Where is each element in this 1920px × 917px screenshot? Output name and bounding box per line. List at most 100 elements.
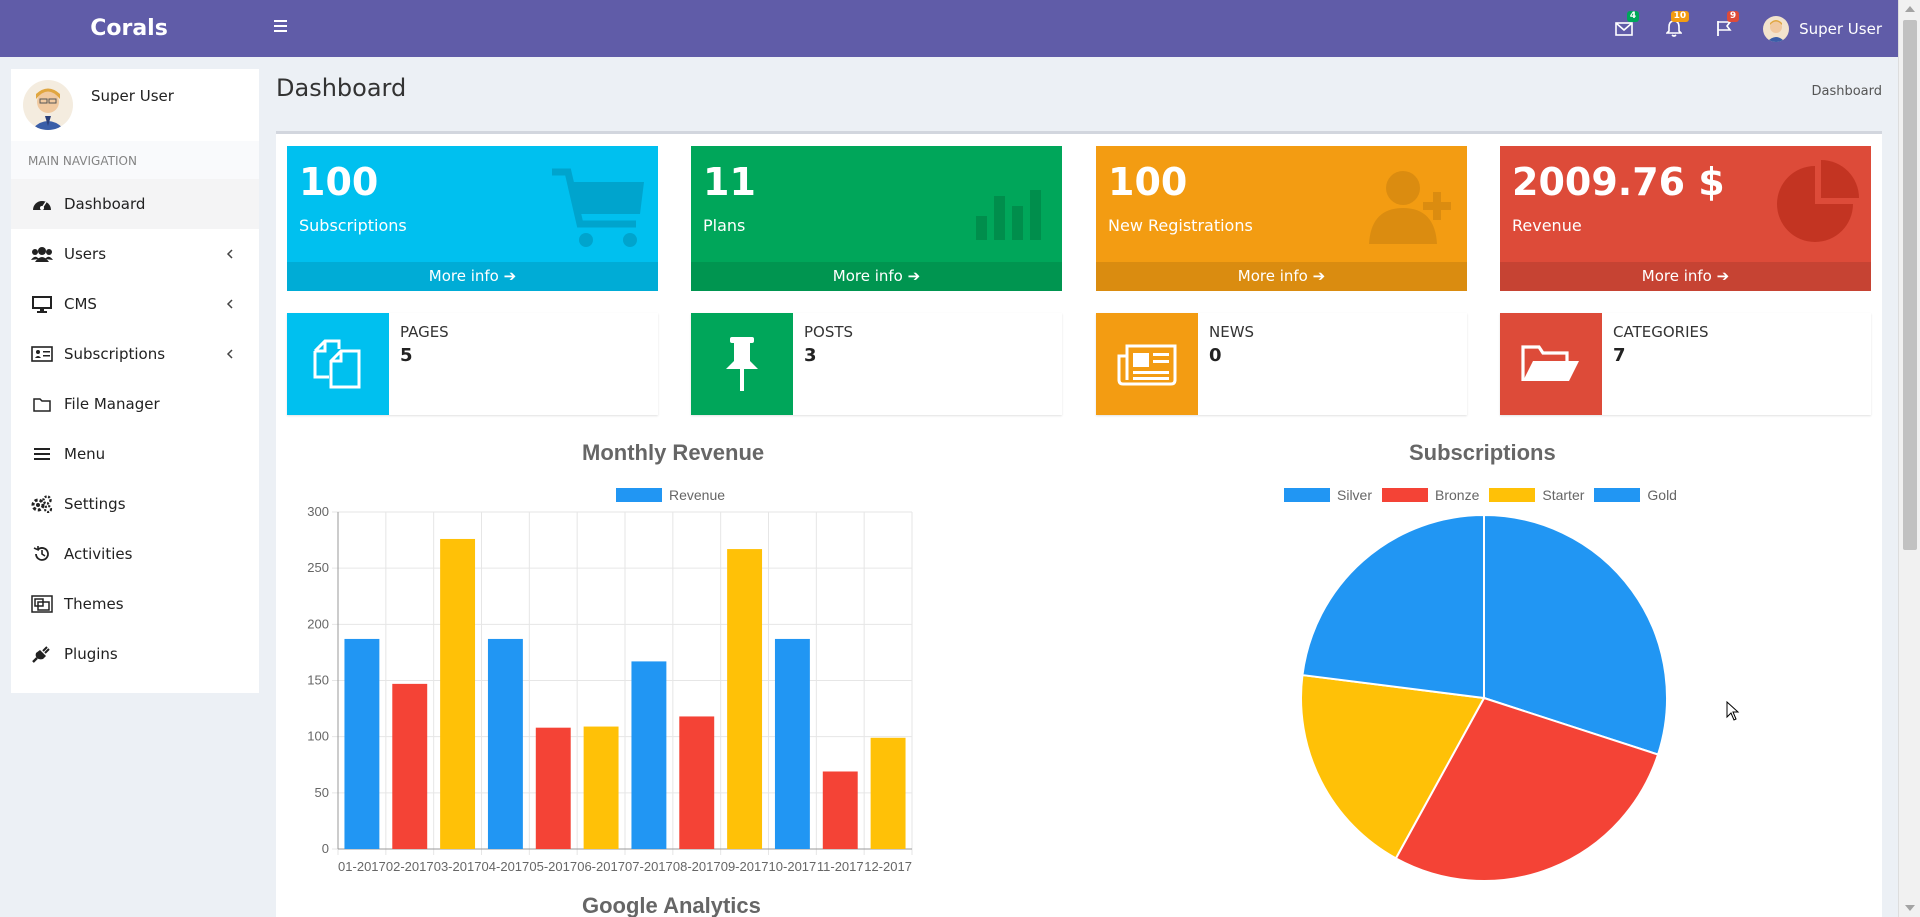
x-tick-label: 11-2017 xyxy=(817,859,864,874)
y-tick-label: 200 xyxy=(307,616,329,631)
legend-item[interactable]: Silver xyxy=(1284,487,1372,503)
newspaper-icon xyxy=(1096,313,1198,415)
sidebar-item-label: Users xyxy=(64,245,107,263)
header-user-name: Super User xyxy=(1799,19,1882,38)
sidebar-item-users[interactable]: Users xyxy=(11,229,259,279)
bar xyxy=(727,549,763,849)
legend-item[interactable]: Gold xyxy=(1594,487,1677,503)
legend-item[interactable]: Bronze xyxy=(1382,487,1479,503)
info-box-news: NEWS 0 xyxy=(1096,313,1467,415)
chart-title: Subscriptions xyxy=(1409,440,1556,465)
sidebar-item-activities[interactable]: Activities xyxy=(11,529,259,579)
x-tick-label: 07-2017 xyxy=(625,859,673,874)
bar xyxy=(583,726,619,849)
info-label: CATEGORIES xyxy=(1613,323,1709,341)
legend-label: Revenue xyxy=(669,487,726,503)
bar xyxy=(344,638,380,849)
stat-value: 100 xyxy=(1108,160,1188,204)
more-info-link[interactable]: More info ➔ xyxy=(1500,262,1871,291)
chevron-left-icon xyxy=(226,249,233,259)
stat-value: 11 xyxy=(703,160,756,204)
page-scrollbar[interactable] xyxy=(1898,0,1920,917)
id-card-icon xyxy=(31,344,53,364)
more-info-label: More info xyxy=(428,267,499,285)
notifications-button[interactable]: 10 xyxy=(1649,0,1699,57)
chart-legend[interactable]: Revenue xyxy=(616,487,735,503)
more-info-link[interactable]: More info ➔ xyxy=(287,262,658,291)
arrow-circle-right-icon: ➔ xyxy=(1716,267,1730,285)
bar xyxy=(487,638,523,849)
top-navbar: Corals 4 10 9 Super User xyxy=(0,0,1898,57)
x-tick-label: 01-2017 xyxy=(338,859,386,874)
sidebar-item-cms[interactable]: CMS xyxy=(11,279,259,329)
stat-box-new-registrations: 100 New Registrations More info ➔ xyxy=(1096,146,1467,291)
brand-logo[interactable]: Corals xyxy=(90,16,168,41)
y-tick-label: 150 xyxy=(307,673,329,688)
scroll-up-arrow[interactable] xyxy=(1905,6,1915,12)
more-info-label: More info xyxy=(1641,267,1712,285)
scroll-down-arrow[interactable] xyxy=(1905,905,1915,911)
tasks-badge: 9 xyxy=(1726,11,1740,22)
sidebar-item-label: Dashboard xyxy=(64,195,146,213)
sidebar-toggle-button[interactable] xyxy=(272,17,294,39)
y-tick-label: 300 xyxy=(307,504,329,519)
messages-badge: 4 xyxy=(1626,11,1640,22)
pin-icon xyxy=(691,313,793,415)
menu-icon xyxy=(31,444,53,464)
arrow-circle-right-icon: ➔ xyxy=(1312,267,1326,285)
y-tick-label: 50 xyxy=(315,785,329,800)
sidebar: Super User MAIN NAVIGATION Dashboard Use… xyxy=(11,69,259,693)
sidebar-item-label: Settings xyxy=(64,495,126,513)
themes-icon xyxy=(31,594,53,614)
info-value: 5 xyxy=(400,345,413,366)
y-tick-label: 100 xyxy=(307,729,329,744)
page-title: Dashboard xyxy=(276,74,407,102)
sidebar-item-label: Subscriptions xyxy=(64,345,166,363)
stat-box-revenue: 2009.76 $ Revenue More info ➔ xyxy=(1500,146,1871,291)
breadcrumb[interactable]: Dashboard xyxy=(1811,84,1882,99)
bell-icon xyxy=(1666,20,1683,37)
stat-box-plans: 11 Plans More info ➔ xyxy=(691,146,1062,291)
more-info-link[interactable]: More info ➔ xyxy=(691,262,1062,291)
sidebar-item-menu[interactable]: Menu xyxy=(11,429,259,479)
messages-button[interactable]: 4 xyxy=(1599,0,1649,57)
sidebar-item-label: Themes xyxy=(64,595,124,613)
legend-item[interactable]: Revenue xyxy=(616,487,725,503)
info-value: 3 xyxy=(804,345,817,366)
sidebar-user-name: Super User xyxy=(91,87,174,105)
pie-slice xyxy=(1300,673,1486,860)
sidebar-item-label: Activities xyxy=(64,545,133,563)
legend-label: Bronze xyxy=(1435,487,1480,503)
sidebar-item-subscriptions[interactable]: Subscriptions xyxy=(11,329,259,379)
stat-box-subscriptions: 100 Subscriptions More info ➔ xyxy=(287,146,658,291)
x-tick-label: 09-2017 xyxy=(721,859,769,874)
chart-legend[interactable]: Silver Bronze Starter Gold xyxy=(1284,487,1687,503)
chart-title: Monthly Revenue xyxy=(582,440,765,465)
folder-open-icon xyxy=(1500,313,1602,415)
sidebar-user-panel: Super User xyxy=(11,69,259,141)
avatar xyxy=(23,80,73,130)
sidebar-item-plugins[interactable]: Plugins xyxy=(11,629,259,679)
info-label: PAGES xyxy=(400,323,449,341)
sidebar-item-dashboard[interactable]: Dashboard xyxy=(11,179,259,229)
tasks-button[interactable]: 9 xyxy=(1699,0,1749,57)
stat-label: Revenue xyxy=(1512,216,1582,235)
legend-item[interactable]: Starter xyxy=(1489,487,1584,503)
more-info-link[interactable]: More info ➔ xyxy=(1096,262,1467,291)
avatar xyxy=(1763,15,1790,42)
nav-header: MAIN NAVIGATION xyxy=(11,141,259,179)
subscriptions-chart xyxy=(1300,513,1668,882)
dashboard-icon xyxy=(31,194,53,214)
x-tick-label: 12-2017 xyxy=(864,859,912,874)
sidebar-item-file-manager[interactable]: File Manager xyxy=(11,379,259,429)
pie-slice xyxy=(1394,696,1660,882)
arrow-circle-right-icon: ➔ xyxy=(907,267,921,285)
more-info-label: More info xyxy=(1237,267,1308,285)
scroll-thumb[interactable] xyxy=(1903,20,1917,550)
chevron-left-icon xyxy=(226,349,233,359)
user-menu[interactable]: Super User xyxy=(1749,15,1898,42)
sidebar-item-label: File Manager xyxy=(64,395,160,413)
sidebar-item-settings[interactable]: Settings xyxy=(11,479,259,529)
sidebar-item-themes[interactable]: Themes xyxy=(11,579,259,629)
